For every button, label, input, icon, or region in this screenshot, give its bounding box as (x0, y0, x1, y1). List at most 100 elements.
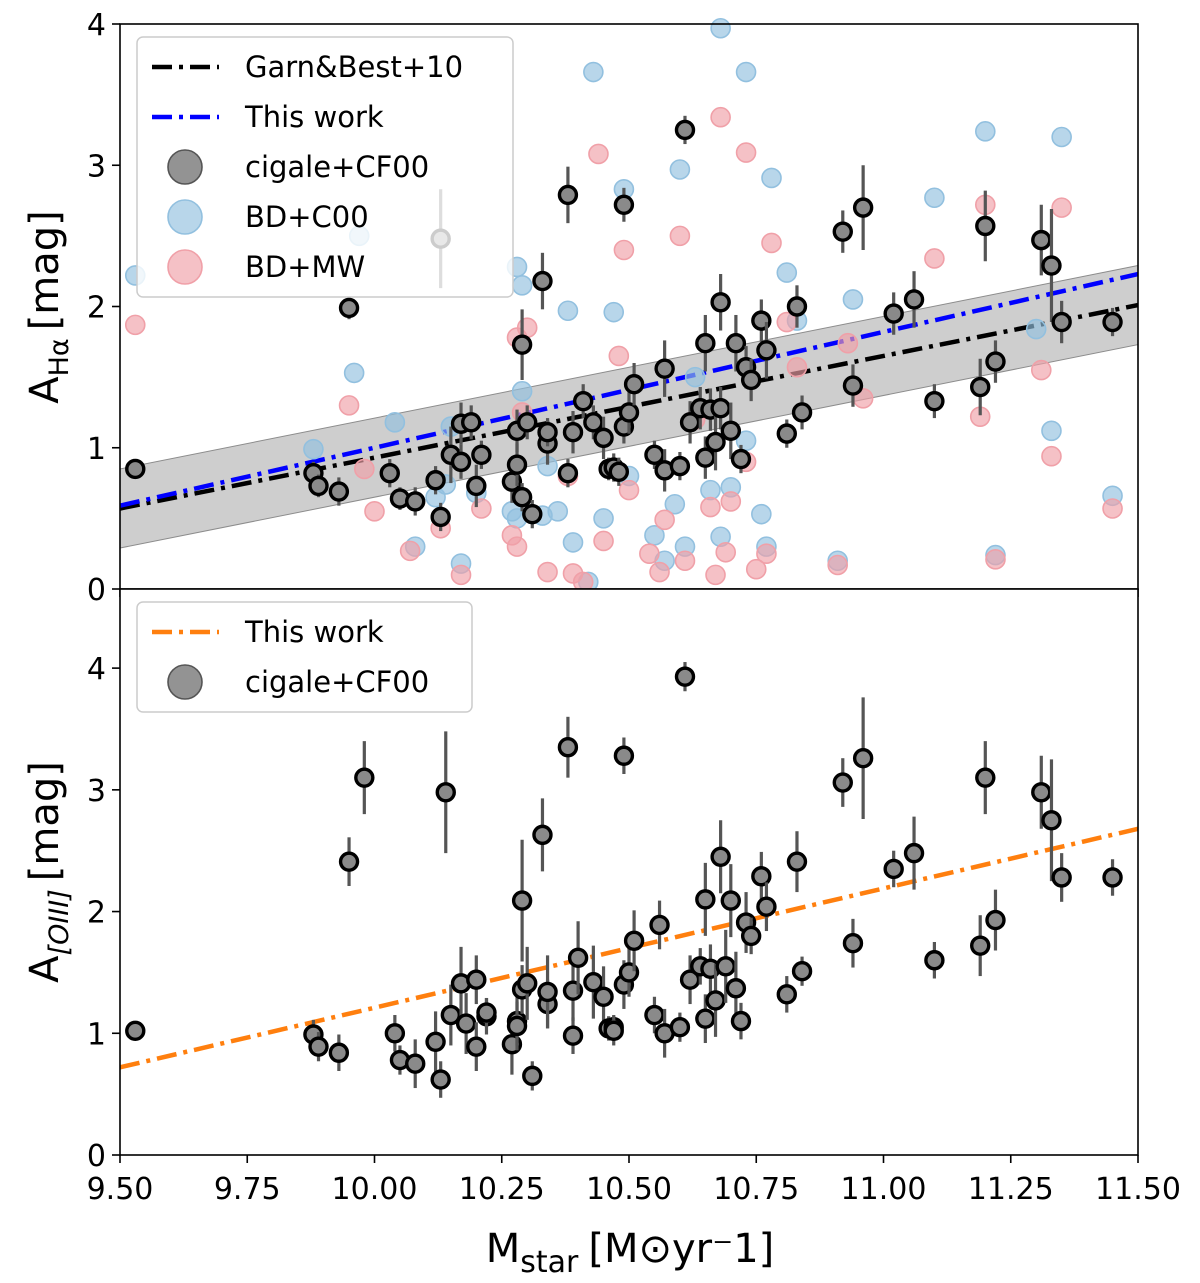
x-tick-label: 11.50 (1095, 1172, 1181, 1207)
data-point (669, 159, 691, 180)
data-point (791, 402, 813, 423)
data-point (440, 1004, 462, 1026)
y-tick-label: 4 (87, 652, 106, 687)
data-point (532, 824, 553, 846)
data-point (1102, 867, 1123, 888)
fit-line-garn-best-10 (119, 302, 1139, 511)
data-point (466, 969, 487, 990)
data-point (715, 956, 736, 977)
data-point (700, 496, 721, 518)
data-point (740, 369, 762, 391)
data-point (832, 772, 853, 793)
data-point (639, 543, 660, 564)
legend-marker-swatch (167, 249, 203, 285)
data-point (405, 1053, 426, 1074)
data-point (756, 340, 777, 361)
data-point (776, 984, 797, 1005)
data-point (674, 550, 696, 572)
top-points-layer (124, 17, 1123, 593)
data-point (522, 1065, 543, 1087)
legend-label: Garn&Best+10 (245, 50, 463, 84)
data-point (756, 896, 777, 917)
data-point (924, 248, 945, 269)
data-point (466, 475, 487, 497)
data-point (674, 666, 696, 687)
data-point (613, 239, 635, 261)
data-point (1051, 197, 1072, 218)
data-point (751, 866, 772, 887)
data-point (1031, 782, 1052, 803)
data-point (562, 422, 584, 443)
x-tick-label: 11.25 (968, 1172, 1054, 1207)
data-point (125, 458, 146, 480)
data-point (883, 303, 904, 324)
data-point (364, 501, 385, 522)
data-point (125, 1020, 146, 1042)
data-point (593, 986, 614, 1007)
series-cigale-cf00 (125, 662, 1123, 1098)
data-point (776, 262, 798, 283)
data-point (700, 479, 721, 501)
data-point (517, 412, 538, 433)
data-point (608, 345, 630, 367)
data-point (425, 470, 446, 491)
data-point (852, 747, 874, 769)
data-point (975, 767, 996, 788)
data-point (710, 106, 731, 128)
data-point (842, 933, 864, 954)
data-point (588, 143, 609, 165)
data-point (338, 851, 360, 872)
data-point (761, 167, 782, 189)
data-point (705, 431, 726, 453)
y-tick-label: 4 (87, 8, 106, 43)
data-point (537, 561, 558, 583)
data-point (924, 950, 945, 971)
data-point (1051, 126, 1072, 148)
data-point (644, 1004, 665, 1026)
data-point (761, 232, 782, 254)
data-point (1102, 498, 1123, 519)
legend-marker-swatch (167, 664, 203, 700)
data-point (756, 543, 777, 564)
x-tick-label: 10.75 (713, 1172, 799, 1207)
data-point (476, 1002, 497, 1023)
data-point (985, 351, 1006, 372)
x-tick-label: 11.00 (841, 1172, 927, 1207)
data-point (425, 1031, 446, 1053)
data-point (583, 971, 604, 993)
data-point (740, 925, 762, 947)
data-point (608, 461, 630, 482)
data-point (679, 412, 701, 433)
y-tick-label: 2 (87, 896, 106, 931)
data-point (883, 858, 904, 880)
data-point (308, 1036, 329, 1057)
data-point (654, 509, 675, 531)
y-tick-label: 1 (87, 432, 106, 467)
data-point (842, 375, 864, 396)
data-point (705, 564, 726, 586)
data-point (450, 564, 472, 586)
data-point (710, 17, 731, 39)
data-point (974, 121, 996, 142)
data-point (567, 947, 589, 969)
legend-label: This work (244, 100, 384, 134)
y-tick-label: 1 (87, 1017, 106, 1052)
data-point (644, 444, 665, 466)
bottom-y-axis-title: A[OIII][mag] (22, 761, 75, 983)
data-point (506, 454, 528, 475)
data-point (832, 221, 853, 242)
data-point (384, 412, 406, 433)
data-point (618, 479, 640, 501)
data-point (695, 333, 716, 354)
data-point (1051, 867, 1072, 888)
data-point (1041, 420, 1062, 442)
bottom-xticks: 9.50 9.75 10.00 10.25 10.50 10.75 11.00 11.25 11… (87, 1155, 1181, 1207)
data-point (384, 1023, 406, 1044)
data-point (583, 61, 604, 83)
data-point (466, 1036, 487, 1057)
bottom-yticks: 0 1 2 3 4 (87, 652, 120, 1174)
data-point (837, 332, 859, 354)
series-cigale-cf00 (125, 115, 1123, 532)
data-point (593, 427, 614, 449)
